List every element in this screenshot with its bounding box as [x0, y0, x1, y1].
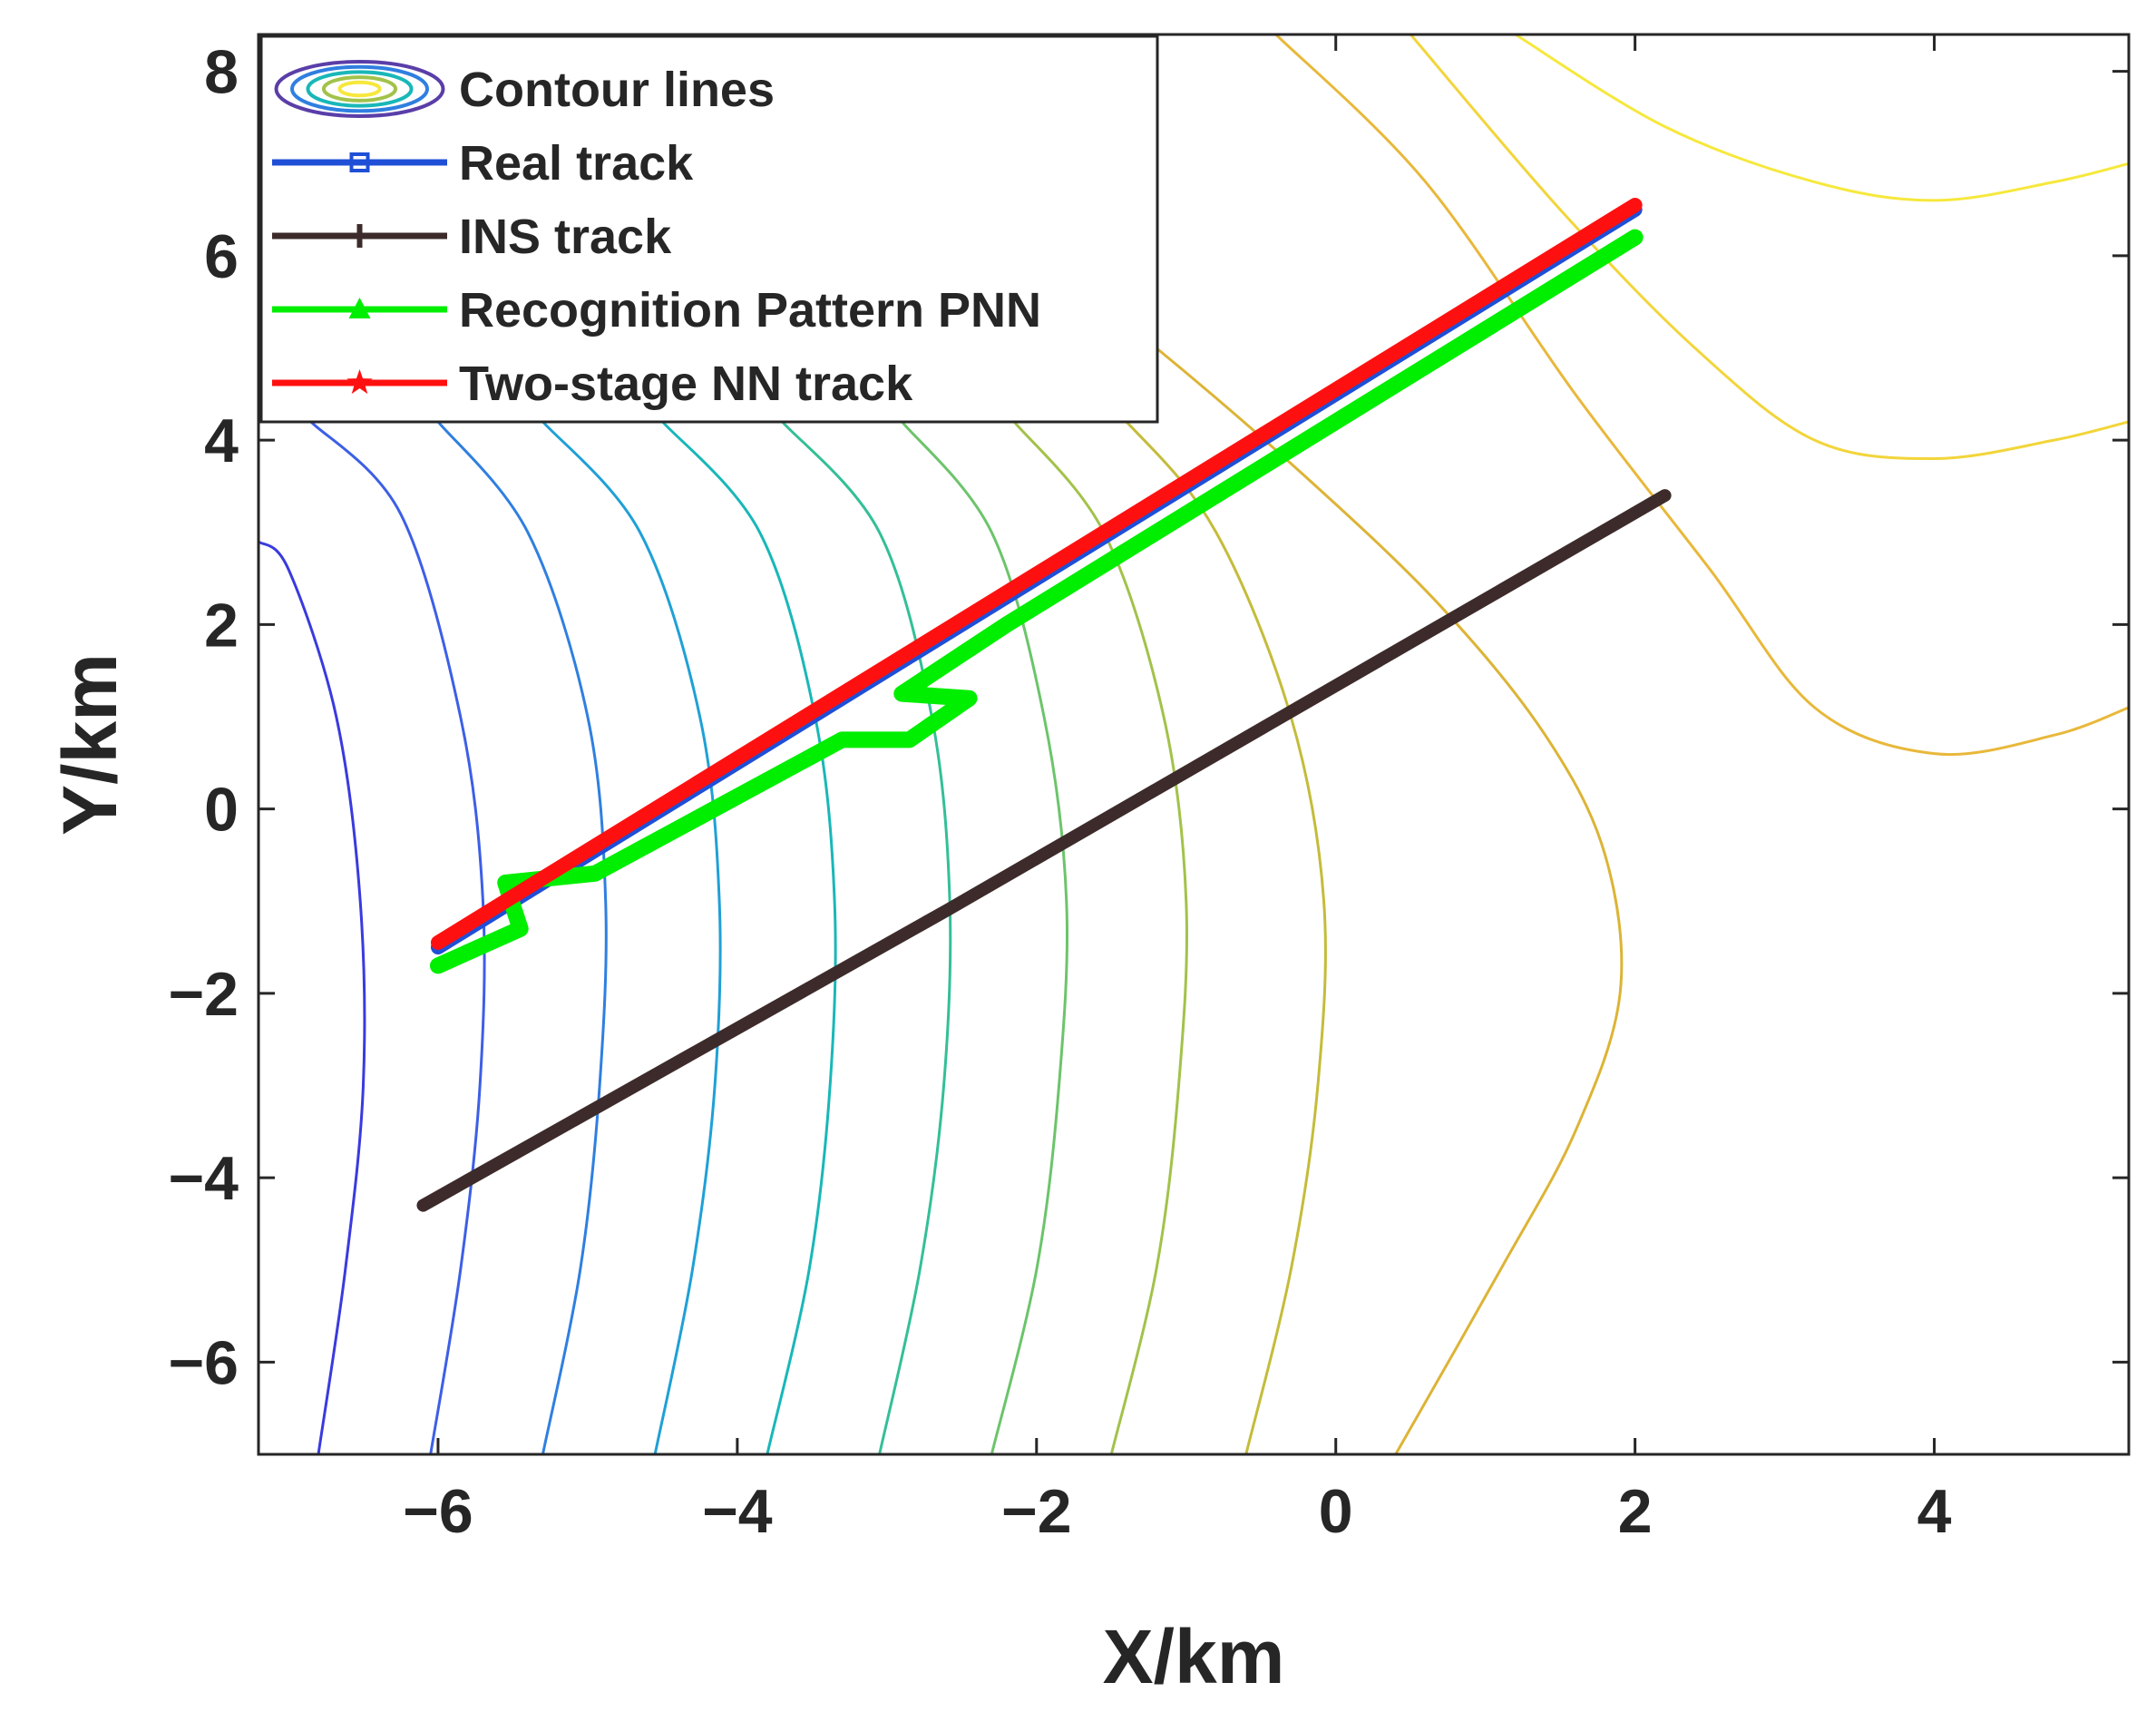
contour-level-7	[901, 420, 1069, 1454]
y-tick-label: 0	[204, 776, 239, 845]
tracks	[416, 198, 1672, 1212]
legend-label: INS track	[459, 210, 672, 264]
y-axis-label: Y/km	[47, 653, 132, 836]
legend-contour-ring	[306, 70, 414, 108]
legend-label: Recognition Pattern PNN	[459, 283, 1041, 338]
contour-level-3	[436, 420, 608, 1454]
contour-level-4	[541, 420, 722, 1454]
legend-item: Real track	[272, 136, 694, 191]
legend-item: Two-stage NN track	[272, 357, 913, 411]
contour-level-13	[1514, 34, 2129, 202]
contour-level-1	[259, 540, 366, 1454]
x-tick-label: −4	[702, 1477, 773, 1546]
contour-lines	[259, 34, 2129, 1454]
legend-box	[259, 34, 1159, 424]
legend-label: Real track	[459, 136, 694, 191]
legend-contour-ring	[321, 75, 398, 103]
legend-item: Recognition Pattern PNN	[272, 283, 1041, 338]
y-tick-label: 2	[204, 591, 239, 660]
x-tick-label: −2	[1001, 1477, 1072, 1546]
contour-level-11	[1274, 34, 2129, 757]
legend-marker	[349, 152, 370, 172]
legend-label: Contour lines	[459, 63, 775, 117]
contour-level-9	[1020, 328, 1327, 1454]
series-recognition-pattern-pnn	[429, 229, 1644, 974]
contour-level-10	[1035, 254, 1624, 1454]
y-tick-label: 8	[204, 38, 239, 107]
series-two-stage-nn-track	[430, 198, 1643, 950]
legend: Contour lines Real track INS track Recognit…	[259, 34, 1159, 424]
y-tick-label: −4	[168, 1144, 239, 1213]
plot-frame	[257, 33, 2131, 1456]
legend-item: INS track	[272, 210, 672, 264]
contour-level-5	[661, 420, 837, 1454]
y-tick-label: 4	[204, 406, 239, 475]
series-ins-track	[416, 489, 1672, 1212]
y-tick-label: −6	[168, 1328, 239, 1397]
x-tick-label: −6	[403, 1477, 473, 1546]
legend-marker	[347, 224, 372, 248]
legend-label: Two-stage NN track	[459, 357, 913, 411]
legend-marker	[346, 369, 373, 395]
contour-level-2	[309, 420, 486, 1454]
legend-contour-ring	[289, 64, 430, 113]
legend-contour-ring	[274, 60, 445, 118]
legend-contour-ring	[337, 80, 382, 98]
contour-level-12	[1410, 34, 2129, 460]
x-tick-label: 2	[1618, 1477, 1653, 1546]
legend-item: Contour lines	[274, 60, 775, 118]
x-tick-label: 0	[1319, 1477, 1353, 1546]
y-tick-label: 6	[204, 222, 239, 291]
legend-marker	[348, 298, 371, 318]
x-tick-label: 4	[1917, 1477, 1952, 1546]
x-axis-label: X/km	[1103, 1614, 1285, 1699]
y-tick-label: −2	[168, 960, 239, 1029]
